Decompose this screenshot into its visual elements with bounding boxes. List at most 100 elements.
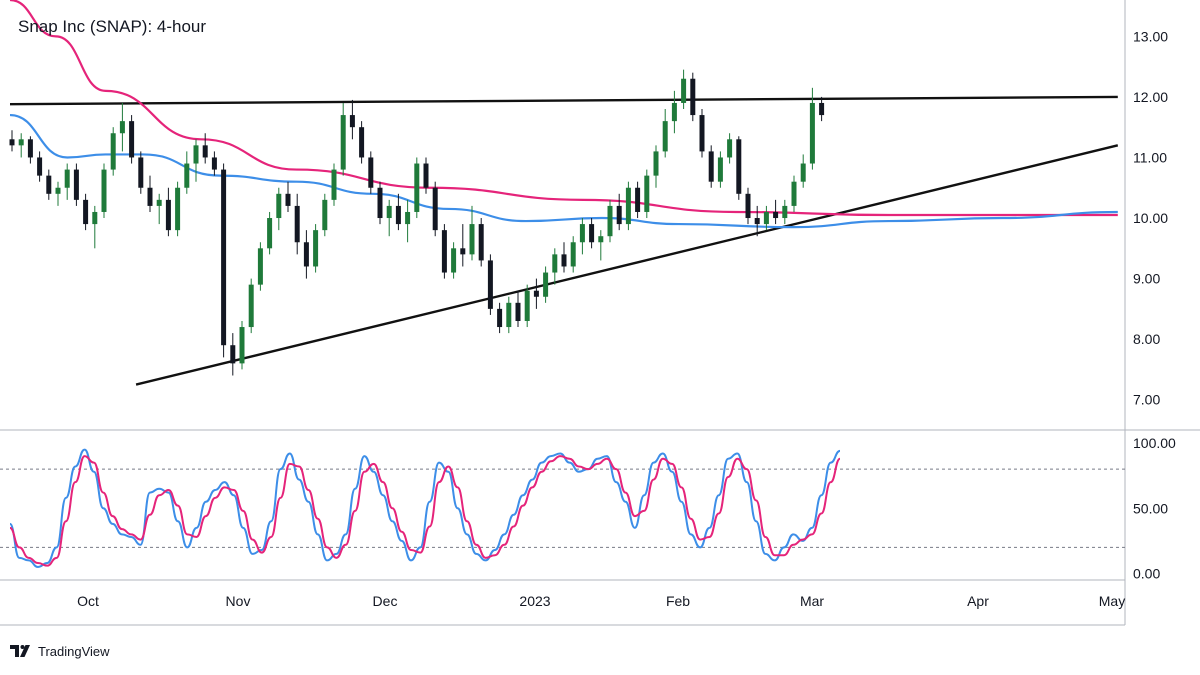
candle-body [487, 260, 493, 309]
candle-body [478, 224, 484, 261]
candle-body [441, 230, 447, 273]
stochastic-tick-label: 50.00 [1133, 500, 1168, 516]
candle-body [248, 284, 254, 328]
tradingview-text: TradingView [38, 643, 110, 659]
candle-body [156, 199, 162, 206]
candle-body [561, 254, 567, 267]
candle-body [37, 157, 43, 176]
candle-body [653, 151, 659, 176]
tradingview-logo-icon [10, 643, 32, 659]
candle-body [506, 302, 512, 328]
price-tick-label: 11.00 [1133, 149, 1167, 165]
price-tick-label: 8.00 [1133, 331, 1160, 347]
candle-body [386, 205, 392, 219]
time-tick-label: 2023 [519, 593, 550, 609]
candle-body [497, 308, 503, 328]
candle-body [138, 157, 144, 188]
candle-body [552, 254, 558, 273]
candle-body [451, 248, 457, 273]
candle-body [27, 139, 33, 158]
tradingview-brand[interactable]: TradingView [10, 640, 110, 662]
candle-body [589, 224, 595, 243]
trendline[interactable] [9, 95, 1118, 106]
stochastic-k-line [9, 448, 841, 568]
time-tick-label: Dec [373, 593, 398, 609]
time-tick-label: Feb [666, 593, 690, 609]
candle-body [285, 193, 291, 206]
candle-body [92, 211, 98, 225]
candle-body [662, 121, 668, 152]
candle-body [276, 193, 282, 219]
candle-body [331, 169, 337, 200]
candle-body [791, 181, 797, 206]
candle-body [377, 187, 383, 219]
candle-body [175, 187, 181, 231]
candle-body [671, 102, 677, 122]
candle-body [469, 224, 475, 255]
candle-body [690, 78, 696, 116]
candle-body [699, 115, 705, 152]
trendline[interactable] [135, 144, 1119, 386]
candle-body [202, 145, 208, 158]
candle-body [165, 199, 171, 231]
candle-body [257, 248, 263, 285]
candle-body [294, 205, 300, 243]
candle-body [763, 211, 769, 225]
price-axis-ticks: 13.00 12.00 11.00 10.00 9.00 8.00 7.00 [1133, 28, 1168, 407]
candle-body [303, 242, 309, 267]
candlesticks [9, 69, 825, 376]
candle-body [239, 327, 245, 364]
candle-body [129, 121, 135, 158]
candle-body [635, 187, 641, 212]
candle-body [64, 169, 70, 188]
candle-body [809, 102, 815, 164]
candle-body [800, 163, 806, 182]
candle-body [736, 139, 742, 194]
candle-body [73, 169, 79, 200]
time-tick-label: Apr [967, 593, 989, 609]
candle-body [616, 205, 622, 225]
candle-body [395, 205, 401, 225]
candle-body [570, 242, 576, 267]
candle-body [211, 157, 217, 170]
price-tick-label: 10.00 [1133, 210, 1168, 226]
time-tick-label: Nov [226, 593, 251, 609]
candle-body [55, 187, 61, 194]
candle-body [782, 205, 788, 219]
candle-body [773, 211, 779, 219]
candle-body [267, 218, 273, 249]
price-tick-label: 7.00 [1133, 392, 1160, 408]
candle-body [46, 175, 52, 194]
stochastic-levels [0, 468, 1125, 548]
candle-body [727, 139, 733, 158]
candle-body [423, 163, 429, 188]
stochastic-lines [9, 448, 841, 568]
candle-body [460, 248, 466, 255]
chart-title: Snap Inc (SNAP): 4-hour [18, 17, 206, 36]
candle-body [708, 151, 714, 182]
price-tick-label: 13.00 [1133, 28, 1168, 44]
candle-body [579, 224, 585, 243]
candle-body [83, 199, 89, 225]
candle-body [322, 199, 328, 231]
candle-body [340, 115, 346, 170]
candle-body [644, 175, 650, 212]
price-tick-label: 9.00 [1133, 271, 1160, 287]
candle-body [101, 169, 107, 212]
candle-body [359, 127, 365, 158]
candle-body [681, 78, 687, 103]
candle-body [745, 193, 751, 219]
candle-body [110, 133, 116, 170]
candle-body [230, 345, 236, 364]
candle-body [119, 121, 125, 134]
time-tick-label: Oct [77, 593, 99, 609]
candle-body [625, 187, 631, 225]
candle-body [221, 169, 227, 346]
stochastic-tick-label: 0.00 [1133, 565, 1160, 581]
stochastic-tick-label: 100.00 [1133, 435, 1176, 451]
time-tick-label: Mar [800, 593, 824, 609]
candle-body [184, 163, 190, 188]
candle-body [313, 230, 319, 267]
candle-body [414, 163, 420, 212]
